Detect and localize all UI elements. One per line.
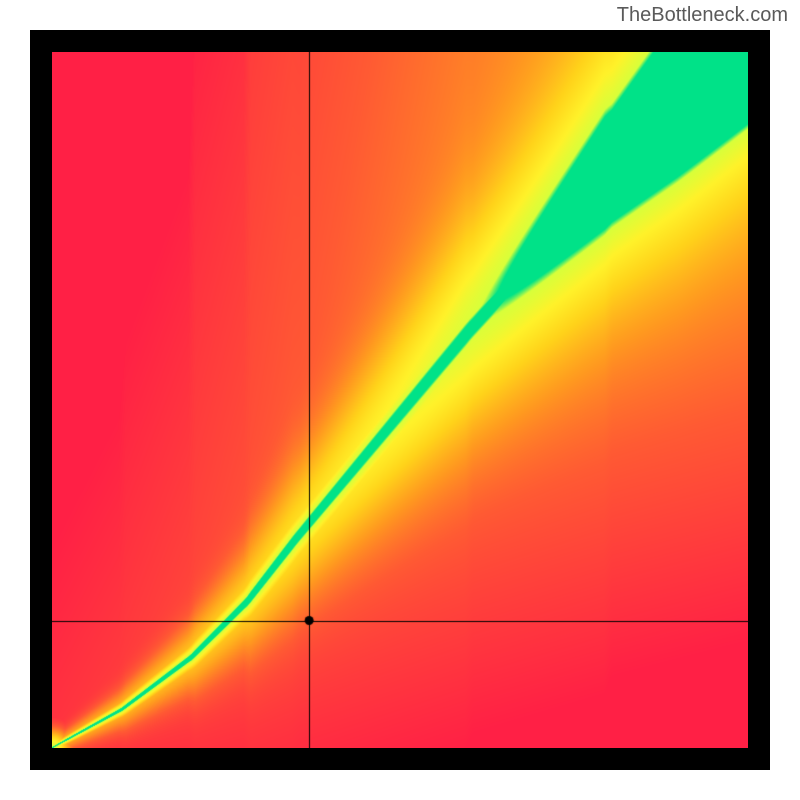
watermark-text: TheBottleneck.com xyxy=(617,4,788,27)
bottleneck-heatmap xyxy=(52,52,748,748)
chart-frame xyxy=(30,30,770,770)
